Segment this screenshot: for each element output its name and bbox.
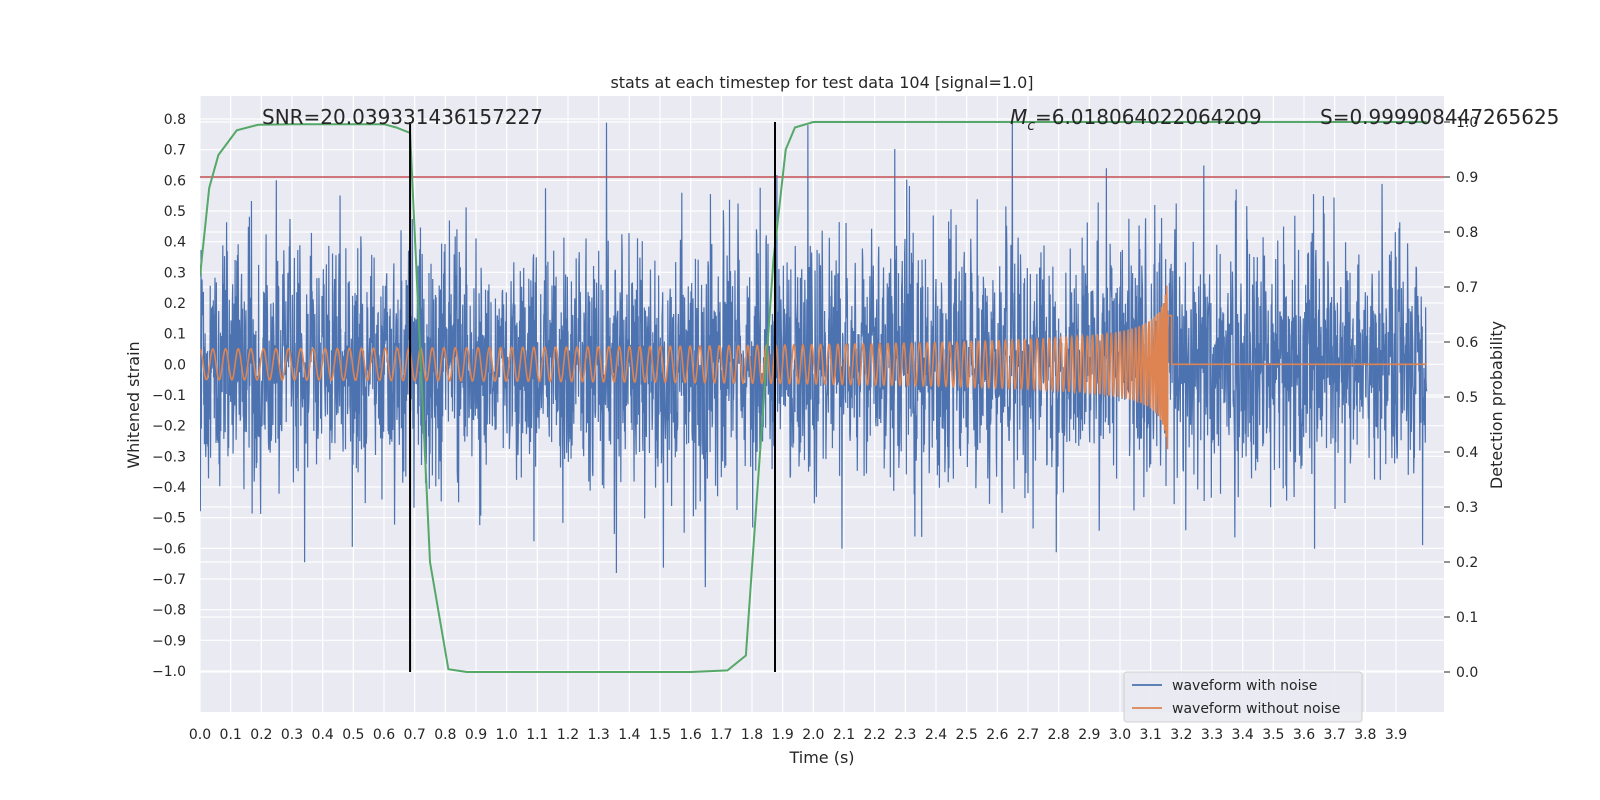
series-waveform-with-noise: [200, 122, 1428, 588]
y-tick-label: −0.5: [152, 511, 186, 527]
series-waveform-without-noise: [200, 285, 1427, 450]
y-tick-label: 0.4: [164, 235, 186, 251]
y-tick-label: −0.2: [152, 419, 186, 435]
y-tick-label: −0.1: [152, 388, 186, 404]
y-tick-label: 0.3: [164, 265, 186, 281]
x-tick-label: 3.8: [1354, 727, 1376, 743]
x-tick-label: 0.1: [220, 727, 242, 743]
y2-tick-label: 0.1: [1456, 610, 1478, 626]
x-tick-label: 0.6: [373, 727, 395, 743]
x-tick-label: 1.0: [496, 727, 518, 743]
x-tick-label: 0.5: [342, 727, 364, 743]
x-tick-label: 3.1: [1140, 727, 1162, 743]
x-tick-label: 3.3: [1201, 727, 1223, 743]
snr-annotation: SNR=20.039331436157227: [262, 105, 543, 129]
legend-label-noise: waveform with noise: [1172, 678, 1317, 694]
x-tick-label: 2.3: [894, 727, 916, 743]
x-tick-label: 2.6: [986, 727, 1008, 743]
x-tick-label: 1.3: [588, 727, 610, 743]
x-tick-label: 1.9: [772, 727, 794, 743]
x-tick-label: 0.2: [250, 727, 272, 743]
y-tick-label: −0.3: [152, 449, 186, 465]
chirp-mass-annotation: Mc=6.018064022064209: [1010, 105, 1262, 134]
series-detection-probability: [200, 121, 1427, 673]
y2-tick-label: 0.8: [1456, 225, 1478, 241]
s-annotation: S=0.999908447265625: [1320, 105, 1559, 129]
x-tick-label: 2.9: [1078, 727, 1100, 743]
y-tick-label: −0.7: [152, 572, 186, 588]
x-tick-label: 2.0: [802, 727, 824, 743]
x-tick-label: 0.3: [281, 727, 303, 743]
x-tick-label: 1.6: [680, 727, 702, 743]
y-tick-label: 0.2: [164, 296, 186, 312]
y2-tick-label: 0.7: [1456, 280, 1478, 296]
y-tick-label: 0.0: [164, 357, 186, 373]
x-tick-label: 0.7: [404, 727, 426, 743]
chart-title: stats at each timestep for test data 104…: [610, 73, 1033, 92]
x-tick-label: 3.6: [1293, 727, 1315, 743]
y-axis-label: Whitened strain: [124, 341, 143, 468]
x-tick-label: 3.7: [1324, 727, 1346, 743]
x-tick-label: 3.9: [1385, 727, 1407, 743]
y2-axis-label: Detection probability: [1487, 321, 1506, 489]
y-tick-label: 0.8: [164, 112, 186, 128]
y-tick-label: 0.1: [164, 327, 186, 343]
y-tick-label: −0.6: [152, 541, 186, 557]
x-tick-label: 3.2: [1170, 727, 1192, 743]
x-axis-label: Time (s): [788, 748, 854, 767]
chirp-mass-value: =6.018064022064209: [1035, 105, 1262, 129]
y-tick-label: −0.8: [152, 603, 186, 619]
chirp-mass-symbol: M: [1010, 105, 1027, 129]
x-tick-label: 0.8: [434, 727, 456, 743]
y2-tick-label: 0.3: [1456, 500, 1478, 516]
y2-tick-label: 0.6: [1456, 335, 1478, 351]
x-tick-label: 3.4: [1232, 727, 1254, 743]
ticks: 0.0 0.1 0.2 0.3 0.4 0.5 0.6 0.7 0.8 0.9 1.0 1.1 1.2 1…: [152, 112, 1478, 743]
x-tick-label: 1.7: [710, 727, 732, 743]
y2-tick-label: 0.4: [1456, 445, 1478, 461]
x-tick-label: 2.2: [864, 727, 886, 743]
x-tick-label: 1.4: [618, 727, 640, 743]
x-tick-label: 2.5: [956, 727, 978, 743]
y-tick-label: −0.4: [152, 480, 186, 496]
x-tick-label: 2.8: [1048, 727, 1070, 743]
x-tick-label: 2.4: [925, 727, 947, 743]
y-tick-label: −1.0: [152, 664, 186, 680]
x-tick-label: 2.1: [833, 727, 855, 743]
chirp-mass-subscript: c: [1027, 118, 1035, 134]
x-tick-label: 0.0: [189, 727, 211, 743]
y-tick-label: 0.6: [164, 173, 186, 189]
legend-label-clean: waveform without noise: [1172, 701, 1340, 717]
y2-tick-label: 0.5: [1456, 390, 1478, 406]
y2-tick-label: 0.2: [1456, 555, 1478, 571]
y-tick-label: −0.9: [152, 633, 186, 649]
x-tick-label: 1.1: [526, 727, 548, 743]
x-tick-label: 2.7: [1017, 727, 1039, 743]
x-tick-label: 3.5: [1262, 727, 1284, 743]
y-tick-label: 0.5: [164, 204, 186, 220]
x-tick-label: 1.2: [557, 727, 579, 743]
x-tick-label: 1.8: [741, 727, 763, 743]
x-tick-label: 0.4: [312, 727, 334, 743]
y2-tick-label: 0.9: [1456, 170, 1478, 186]
y2-tick-label: 0.0: [1456, 665, 1478, 681]
x-tick-label: 1.5: [649, 727, 671, 743]
legend: waveform with noise waveform without noi…: [1123, 671, 1363, 723]
y2-tick-label: 1.0: [1456, 115, 1478, 131]
legend-box: [1123, 671, 1363, 723]
x-tick-label: 3.0: [1109, 727, 1131, 743]
y-tick-label: 0.7: [164, 143, 186, 159]
x-tick-label: 0.9: [465, 727, 487, 743]
